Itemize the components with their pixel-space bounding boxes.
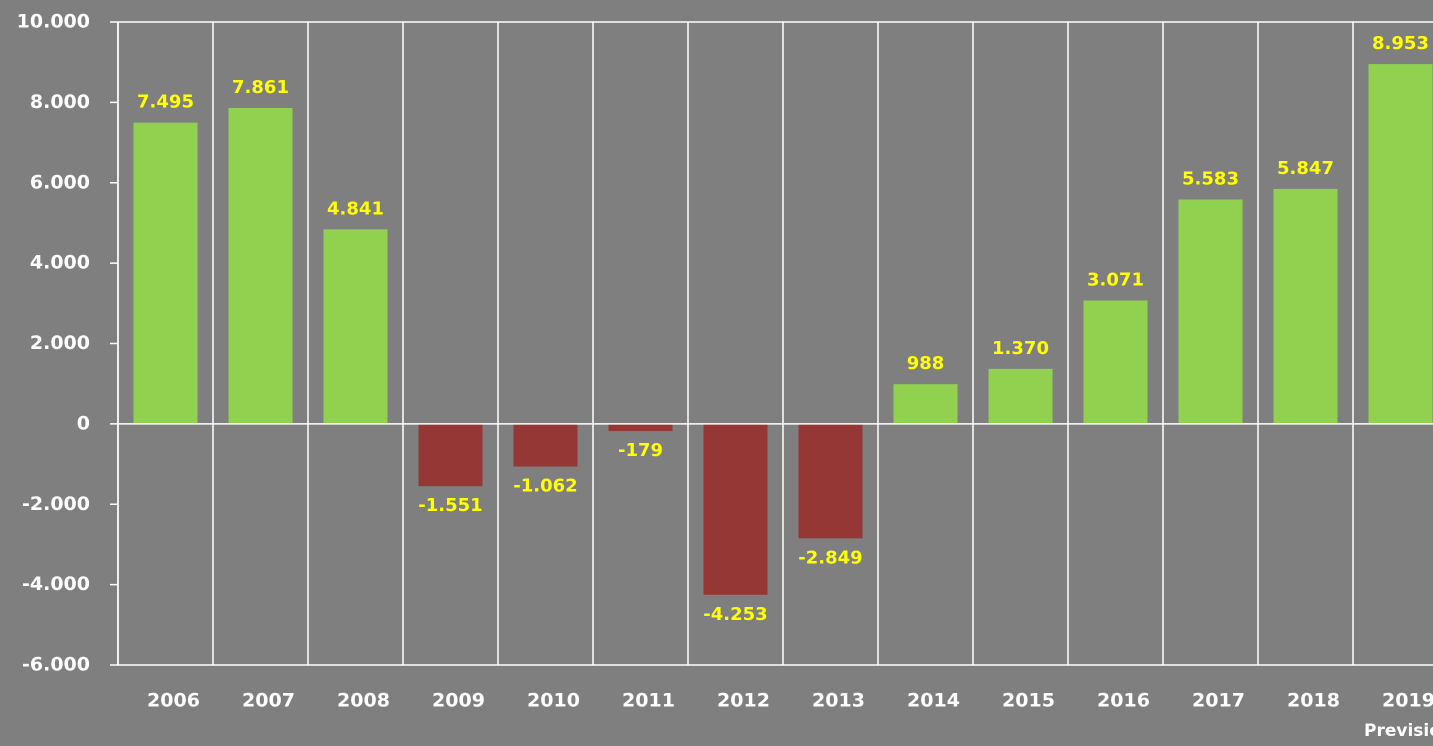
x-tick-label: 2019 (1382, 690, 1433, 712)
x-tick-label: 2016 (1097, 690, 1150, 712)
bar (799, 424, 863, 538)
bar (609, 424, 673, 431)
x-tick-label: 2009 (432, 690, 485, 712)
value-label: 5.583 (1182, 169, 1239, 190)
bar (419, 424, 483, 486)
chart: -6.000 -4.000 -2.000 0 2.000 4.000 6.000 8.000 1… (0, 0, 1433, 746)
y-tick-label: 8.000 (30, 91, 90, 113)
y-tick-label: 2.000 (30, 332, 90, 354)
value-label: -2.849 (798, 547, 862, 568)
bar (134, 123, 198, 424)
value-label: 4.841 (327, 198, 384, 219)
x-tick-label: 2017 (1192, 690, 1245, 712)
y-tick-label: 10.000 (17, 11, 90, 33)
bar (1274, 189, 1338, 424)
bar (894, 384, 958, 424)
x-tick-label: 2014 (907, 690, 960, 712)
y-tick-label: 6.000 (30, 171, 90, 193)
value-label: 7.495 (137, 92, 194, 113)
x-tick-label: 2007 (242, 690, 295, 712)
x-tick-label: 2011 (622, 690, 675, 712)
y-tick-label: -4.000 (22, 573, 90, 595)
value-label: 988 (907, 353, 945, 374)
x-tick-label: 2010 (527, 690, 580, 712)
bar (229, 108, 293, 424)
annotation: Previsión (1364, 721, 1433, 741)
bar (989, 369, 1053, 424)
y-tick-label: 0 (77, 412, 90, 434)
bar (324, 229, 388, 424)
value-label: 5.847 (1277, 158, 1334, 179)
page: {"chart_data": { "type": "bar", "categor… (0, 0, 1433, 746)
value-label: 1.370 (992, 338, 1049, 359)
x-tick-label: 2006 (147, 690, 200, 712)
bar (704, 424, 768, 595)
x-tick-label: 2012 (717, 690, 770, 712)
value-label: -4.253 (703, 604, 767, 625)
x-tick-label: 2015 (1002, 690, 1055, 712)
value-label: 3.071 (1087, 269, 1144, 290)
value-label: -1.551 (418, 495, 482, 516)
value-label: 7.861 (232, 77, 289, 98)
bar (1179, 200, 1243, 424)
x-tick-label: 2008 (337, 690, 390, 712)
value-label: -1.062 (513, 476, 577, 497)
y-tick-label: -6.000 (22, 654, 90, 676)
value-label: 8.953 (1372, 33, 1429, 54)
y-tick-label: 4.000 (30, 252, 90, 274)
value-label: -179 (618, 440, 663, 461)
bar (1369, 64, 1433, 424)
bar (1084, 300, 1148, 423)
x-tick-label: 2013 (812, 690, 865, 712)
x-tick-label: 2018 (1287, 690, 1340, 712)
bar (514, 424, 578, 467)
y-tick-label: -2.000 (22, 493, 90, 515)
